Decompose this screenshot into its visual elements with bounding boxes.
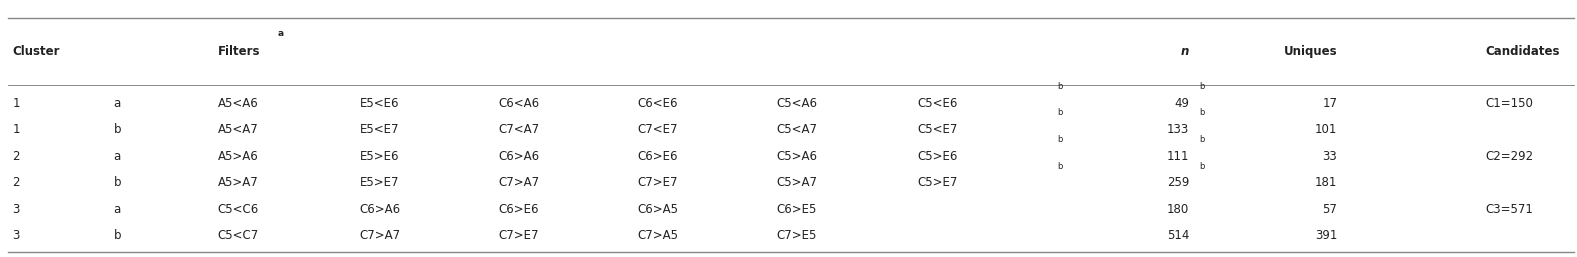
Text: 133: 133 [1167, 123, 1189, 136]
Text: 3: 3 [13, 229, 21, 242]
Text: a: a [114, 97, 121, 109]
Text: E5<E6: E5<E6 [360, 97, 399, 109]
Text: a: a [278, 29, 284, 38]
Text: A5>A6: A5>A6 [218, 150, 259, 163]
Text: 49: 49 [1173, 97, 1189, 109]
Text: 101: 101 [1315, 123, 1337, 136]
Text: C6>E6: C6>E6 [637, 150, 678, 163]
Text: C6>E5: C6>E5 [776, 203, 817, 216]
Text: C6<E6: C6<E6 [637, 97, 678, 109]
Text: 57: 57 [1323, 203, 1337, 216]
Text: C7>A5: C7>A5 [637, 229, 678, 242]
Text: C6>A6: C6>A6 [498, 150, 539, 163]
Text: E5<E7: E5<E7 [360, 123, 399, 136]
Text: A5>A7: A5>A7 [218, 176, 259, 189]
Text: C2=292: C2=292 [1486, 150, 1534, 163]
Text: a: a [114, 203, 121, 216]
Text: Candidates: Candidates [1486, 45, 1560, 58]
Text: C5<A6: C5<A6 [776, 97, 817, 109]
Text: C5<A7: C5<A7 [776, 123, 817, 136]
Text: b: b [114, 123, 121, 136]
Text: C6>E6: C6>E6 [498, 203, 539, 216]
Text: 181: 181 [1315, 176, 1337, 189]
Text: C7>E7: C7>E7 [637, 176, 678, 189]
Text: 1: 1 [13, 97, 21, 109]
Text: C7<A7: C7<A7 [498, 123, 539, 136]
Text: 1: 1 [13, 123, 21, 136]
Text: a: a [114, 150, 121, 163]
Text: C5<C7: C5<C7 [218, 229, 259, 242]
Text: C6>A5: C6>A5 [637, 203, 678, 216]
Text: C1=150: C1=150 [1486, 97, 1533, 109]
Text: b: b [1057, 161, 1063, 171]
Text: C7>E5: C7>E5 [776, 229, 817, 242]
Text: b: b [1057, 108, 1063, 117]
Text: A5<A6: A5<A6 [218, 97, 259, 109]
Text: Filters: Filters [218, 45, 260, 58]
Text: Cluster: Cluster [13, 45, 60, 58]
Text: Uniques: Uniques [1284, 45, 1337, 58]
Text: C5>E6: C5>E6 [918, 150, 959, 163]
Text: b: b [114, 176, 121, 189]
Text: 180: 180 [1167, 203, 1189, 216]
Text: 2: 2 [13, 176, 21, 189]
Text: n: n [1181, 45, 1189, 58]
Text: 3: 3 [13, 203, 21, 216]
Text: C5>E7: C5>E7 [918, 176, 959, 189]
Text: b: b [114, 229, 121, 242]
Text: C6<A6: C6<A6 [498, 97, 539, 109]
Text: b: b [1199, 161, 1205, 171]
Text: C5<C6: C5<C6 [218, 203, 259, 216]
Text: b: b [1199, 108, 1205, 117]
Text: C5>A6: C5>A6 [776, 150, 817, 163]
Text: C5<E7: C5<E7 [918, 123, 959, 136]
Text: b: b [1057, 82, 1063, 91]
Text: b: b [1199, 82, 1205, 91]
Text: C7>E7: C7>E7 [498, 229, 539, 242]
Text: b: b [1057, 135, 1063, 144]
Text: E5>E7: E5>E7 [360, 176, 399, 189]
Text: 391: 391 [1315, 229, 1337, 242]
Text: 259: 259 [1167, 176, 1189, 189]
Text: C5>A7: C5>A7 [776, 176, 817, 189]
Text: C7>A7: C7>A7 [498, 176, 539, 189]
Text: E5>E6: E5>E6 [360, 150, 399, 163]
Text: 514: 514 [1167, 229, 1189, 242]
Text: 2: 2 [13, 150, 21, 163]
Text: b: b [1199, 135, 1205, 144]
Text: C7>A7: C7>A7 [360, 229, 401, 242]
Text: 17: 17 [1322, 97, 1337, 109]
Text: 33: 33 [1323, 150, 1337, 163]
Text: C7<E7: C7<E7 [637, 123, 678, 136]
Text: C5<E6: C5<E6 [918, 97, 959, 109]
Text: A5<A7: A5<A7 [218, 123, 259, 136]
Text: 111: 111 [1167, 150, 1189, 163]
Text: C3=571: C3=571 [1486, 203, 1533, 216]
Text: C6>A6: C6>A6 [360, 203, 401, 216]
